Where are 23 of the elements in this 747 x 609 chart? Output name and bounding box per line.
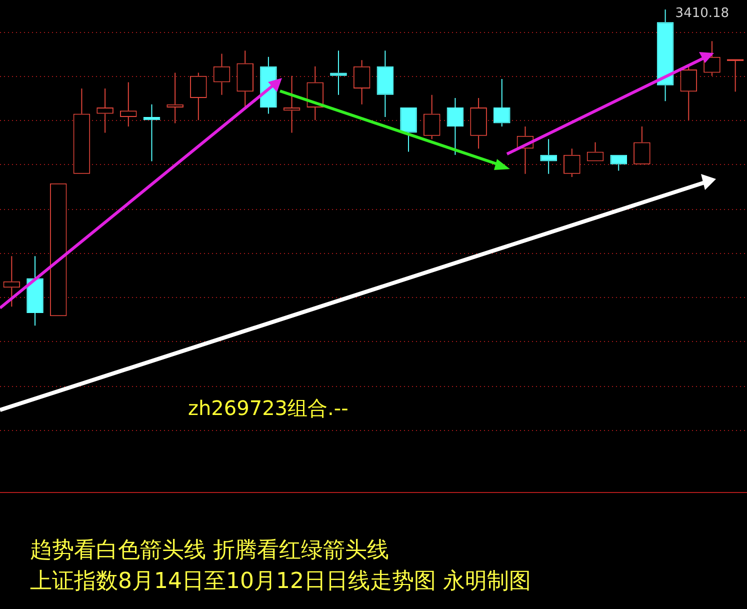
candlestick bbox=[586, 142, 604, 162]
candlestick bbox=[96, 88, 114, 134]
candlestick bbox=[376, 50, 394, 118]
annotation: 3410.18 bbox=[675, 6, 730, 21]
candlestick bbox=[120, 82, 137, 127]
text: zh269723组合.-- bbox=[188, 395, 348, 422]
text: 趋势看白色箭头线 折腾看红绿箭头线 bbox=[30, 537, 390, 565]
candlestick bbox=[656, 8, 674, 102]
candlestick bbox=[470, 98, 487, 150]
candlestick bbox=[634, 126, 650, 164]
candlestick bbox=[190, 72, 207, 121]
candlestick bbox=[330, 50, 347, 96]
candlestick bbox=[540, 138, 557, 174]
candlestick bbox=[610, 154, 628, 172]
candlestick bbox=[353, 60, 370, 105]
candlestick bbox=[423, 94, 440, 140]
candlestick bbox=[236, 50, 254, 108]
candlestick bbox=[400, 107, 417, 152]
candlestick bbox=[73, 88, 90, 174]
candlestick bbox=[3, 256, 20, 308]
text: 上证指数8月14日至10月12日日线走势图 永明制图 bbox=[30, 568, 531, 596]
candlestick bbox=[680, 66, 698, 121]
candlestick bbox=[26, 256, 44, 326]
